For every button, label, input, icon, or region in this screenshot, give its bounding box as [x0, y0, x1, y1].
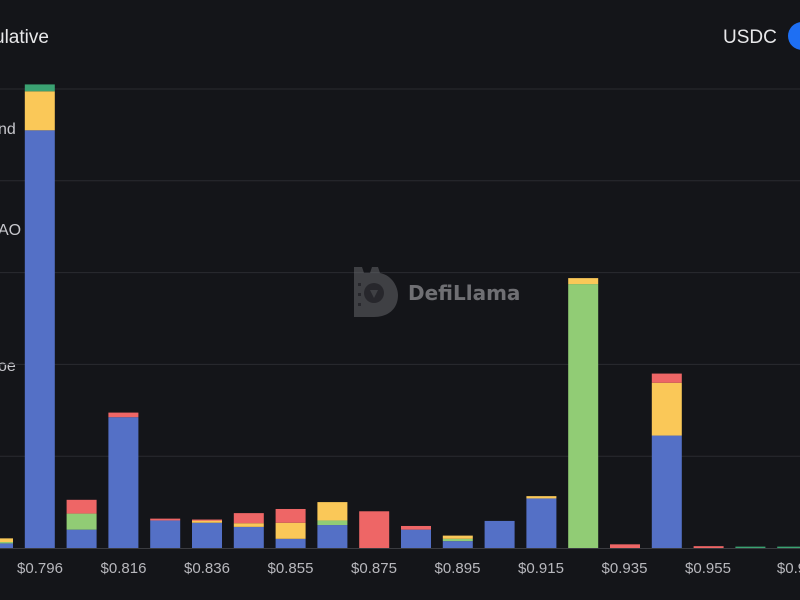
bar-segment-blue[interactable] [150, 520, 181, 548]
bar-segment-red[interactable] [693, 546, 724, 548]
bar-segment-teal[interactable] [777, 546, 800, 548]
cumulative-toggle-label: ulative [0, 27, 49, 48]
bar-segment-blue[interactable] [317, 525, 348, 548]
bar-segment-blue[interactable] [275, 538, 306, 548]
bar-segment-green[interactable] [568, 284, 599, 548]
bar-segment-red[interactable] [359, 511, 390, 548]
legend-item-b[interactable]: AO [0, 222, 22, 239]
watermark: DefiLlama [348, 263, 528, 321]
bar-segment-yellow[interactable] [526, 496, 557, 499]
x-tick-label: $0.955 [685, 560, 731, 577]
bar-segment-red[interactable] [401, 525, 431, 530]
llama-logo-icon [354, 267, 398, 317]
bar-segment-blue[interactable] [0, 543, 13, 548]
x-tick-label: $0.915 [518, 560, 564, 577]
watermark-text: DefiLlama [408, 281, 521, 305]
bar-segment-blue[interactable] [526, 498, 557, 548]
bar-segment-red[interactable] [150, 518, 181, 521]
bar-segment-red[interactable] [66, 499, 97, 514]
bar-segment-blue[interactable] [66, 529, 97, 548]
bar-segment-red[interactable] [275, 508, 306, 523]
x-tick-label: $0.9 [777, 560, 800, 577]
x-tick-label: $0.935 [602, 560, 648, 577]
bar-segment-blue[interactable] [192, 522, 222, 548]
bar-segment-blue[interactable] [484, 520, 515, 548]
bar-segment-green[interactable] [66, 513, 97, 530]
bar-segment-yellow[interactable] [442, 535, 473, 539]
bar-segment-green[interactable] [442, 538, 473, 542]
chart-header: ulative USDC [0, 0, 800, 78]
bar-segment-yellow[interactable] [24, 91, 55, 131]
bar-segment-teal[interactable] [24, 84, 55, 92]
bar-segment-teal[interactable] [735, 546, 766, 548]
legend-item-a[interactable]: nd [0, 121, 16, 138]
x-tick-label: $0.796 [17, 560, 63, 577]
bar-segment-red[interactable] [233, 513, 264, 524]
bar-segment-green[interactable] [0, 542, 13, 544]
bar-segment-yellow[interactable] [568, 278, 599, 285]
bar-segment-blue[interactable] [401, 529, 431, 548]
x-tick-label: $0.836 [184, 560, 230, 577]
x-tick-label: $0.895 [435, 560, 481, 577]
bar-segment-yellow[interactable] [233, 523, 264, 527]
legend-item-c[interactable]: oe [0, 358, 16, 375]
bar-segment-yellow[interactable] [0, 538, 13, 543]
bar-segment-green[interactable] [317, 520, 348, 526]
bar-segment-blue[interactable] [24, 130, 55, 548]
bar-segment-yellow[interactable] [317, 502, 348, 521]
bar-segment-blue[interactable] [442, 541, 473, 548]
bar-segment-blue[interactable] [233, 526, 264, 548]
bar-segment-yellow[interactable] [275, 522, 306, 539]
bar-segment-red[interactable] [651, 373, 682, 383]
bar-segment-yellow[interactable] [651, 382, 682, 436]
x-tick-label: $0.875 [351, 560, 397, 577]
x-tick-label: $0.855 [268, 560, 314, 577]
bar-segment-blue[interactable] [651, 435, 682, 548]
bar-segment-red[interactable] [610, 544, 640, 548]
bar-segment-yellow[interactable] [192, 520, 222, 523]
x-tick-label: $0.816 [101, 560, 147, 577]
token-label: USDC [723, 27, 777, 48]
bar-segment-blue[interactable] [108, 417, 139, 548]
bar-segment-red[interactable] [108, 412, 139, 418]
bar-segment-red[interactable] [192, 519, 222, 521]
token-toggle[interactable] [788, 22, 800, 50]
